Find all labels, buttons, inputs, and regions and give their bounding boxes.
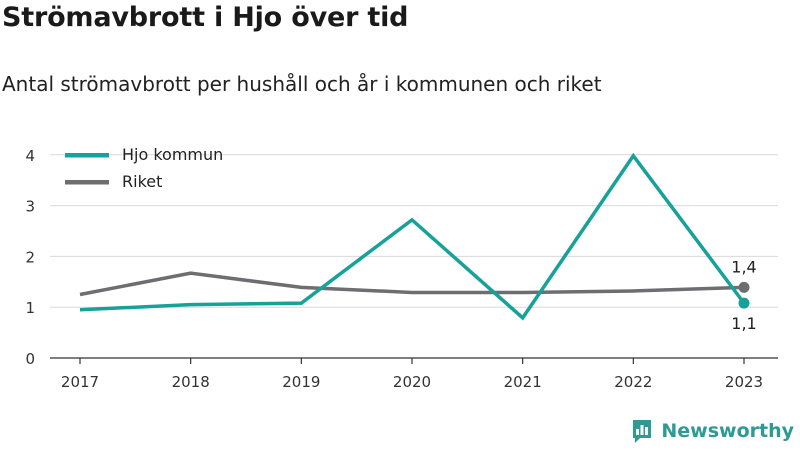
series-line-riket xyxy=(79,271,745,297)
chart-title: Strömavbrott i Hjo över tid xyxy=(2,2,409,33)
x-tick-label: 2021 xyxy=(504,373,542,391)
legend-swatch xyxy=(65,153,109,158)
x-tick-label: 2017 xyxy=(61,373,99,391)
y-tick-label: 3 xyxy=(25,198,35,216)
legend-label: Riket xyxy=(122,172,162,191)
end-label-hjo: 1,1 xyxy=(731,314,756,333)
brand-name: Newsworthy xyxy=(661,420,794,442)
x-tick-label: 2020 xyxy=(393,373,431,391)
end-point-riket xyxy=(738,281,750,293)
brand: Newsworthy xyxy=(631,418,794,444)
series-line-hjo xyxy=(79,152,746,321)
x-tick-label: 2019 xyxy=(282,373,320,391)
x-tick-label: 2023 xyxy=(725,373,763,391)
end-label-riket: 1,4 xyxy=(731,257,756,276)
y-tick-label: 4 xyxy=(25,147,35,165)
legend-label: Hjo kommun xyxy=(122,145,223,164)
y-tick-label: 1 xyxy=(25,299,35,317)
newsworthy-logo-icon xyxy=(633,420,652,443)
y-tick-label: 2 xyxy=(25,248,35,266)
end-point-hjo xyxy=(738,297,750,309)
chart-subtitle: Antal strömavbrott per hushåll och år i … xyxy=(2,72,602,96)
legend-swatch xyxy=(65,180,109,185)
x-tick-label: 2018 xyxy=(172,373,210,391)
y-tick-label: 0 xyxy=(25,350,35,368)
x-tick-label: 2022 xyxy=(614,373,652,391)
